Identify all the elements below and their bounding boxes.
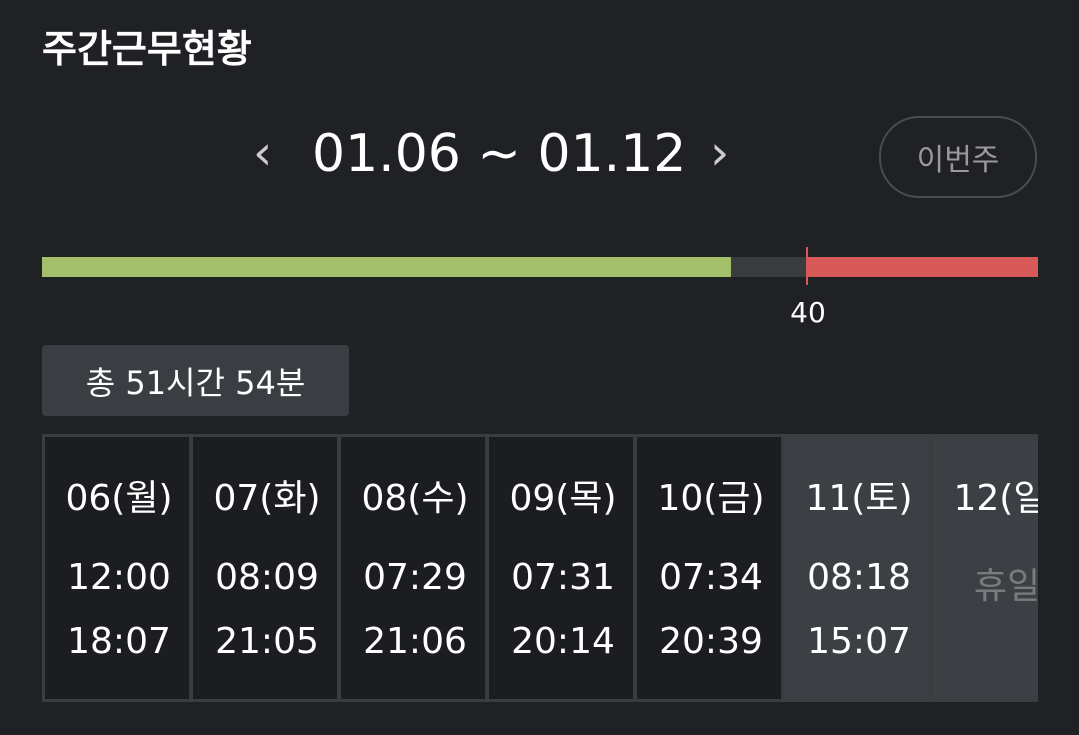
start-time: 07:29 xyxy=(363,557,467,598)
day-label: 09(목) xyxy=(509,478,617,519)
progress-marker xyxy=(806,247,808,285)
start-time: 08:09 xyxy=(215,557,319,598)
day-cell[interactable]: 11(토) 08:18 15:07 xyxy=(785,437,929,699)
day-label: 10(금) xyxy=(657,478,765,519)
day-table: 06(월) 12:00 18:07 07(화) 08:09 21:05 08(수) 07:29… xyxy=(42,434,1038,702)
total-summary: 총 51시간 54분 xyxy=(42,345,349,416)
day-label: 12(일) xyxy=(953,478,1038,519)
start-time: 07:31 xyxy=(511,557,615,598)
day-cell[interactable]: 09(목) 07:31 20:14 xyxy=(489,437,633,699)
title: 주간근무현황 xyxy=(42,27,252,71)
marker-label: 40 xyxy=(790,296,826,329)
prev-button[interactable]: ‹ xyxy=(253,125,273,181)
progress-regular xyxy=(42,257,731,277)
end-time: 20:39 xyxy=(659,621,763,662)
day-cell[interactable]: 07(화) 08:09 21:05 xyxy=(193,437,337,699)
day-cell[interactable]: 12(일) 휴일 xyxy=(933,437,1038,699)
end-time: 21:06 xyxy=(363,621,467,662)
start-time: 12:00 xyxy=(67,557,171,598)
progress-overtime xyxy=(807,257,1038,277)
day-label: 11(토) xyxy=(805,478,913,519)
day-label: 08(수) xyxy=(361,478,469,519)
end-time: 18:07 xyxy=(67,621,171,662)
start-time: 08:18 xyxy=(807,557,911,598)
this-week-button[interactable]: 이번주 xyxy=(879,116,1037,198)
progress-bar xyxy=(42,257,1038,277)
end-time: 15:07 xyxy=(807,621,911,662)
start-time: 07:34 xyxy=(659,557,763,598)
day-cell[interactable]: 10(금) 07:34 20:39 xyxy=(637,437,781,699)
next-button[interactable]: › xyxy=(710,125,730,181)
end-time: 21:05 xyxy=(215,621,319,662)
end-time: 20:14 xyxy=(511,621,615,662)
day-label: 06(월) xyxy=(65,478,173,519)
day-cell[interactable]: 08(수) 07:29 21:06 xyxy=(341,437,485,699)
day-label: 07(화) xyxy=(213,478,321,519)
day-note: 휴일 xyxy=(973,566,1038,607)
day-cell[interactable]: 06(월) 12:00 18:07 xyxy=(45,437,189,699)
date-range: 01.06 ~ 01.12 xyxy=(312,124,687,184)
